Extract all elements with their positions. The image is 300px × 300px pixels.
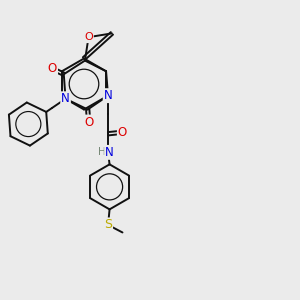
Text: S: S [104, 218, 112, 232]
Text: N: N [61, 92, 70, 105]
Text: O: O [48, 62, 57, 75]
Text: N: N [104, 89, 112, 102]
Text: O: O [118, 126, 127, 139]
Text: O: O [84, 32, 93, 42]
Text: H: H [98, 147, 105, 157]
Text: O: O [84, 116, 93, 128]
Text: N: N [105, 146, 114, 159]
